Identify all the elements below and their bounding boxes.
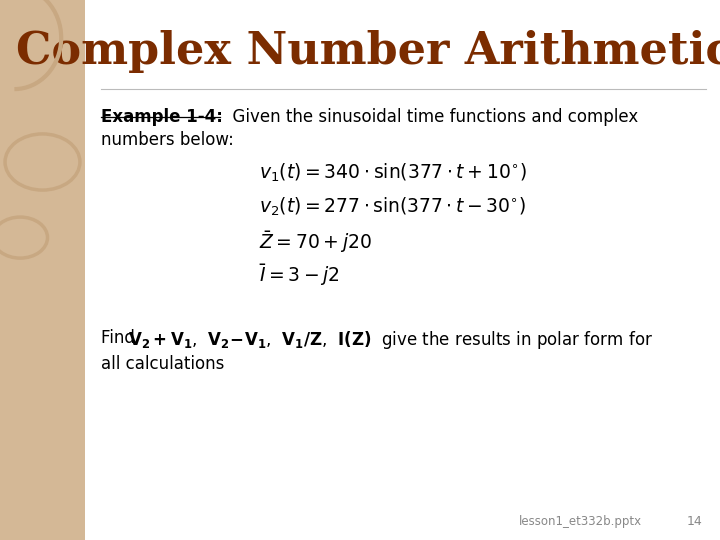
- Text: Example 1-4:: Example 1-4:: [101, 108, 222, 126]
- Text: $\bar{I} = 3 - j2$: $\bar{I} = 3 - j2$: [259, 262, 340, 288]
- Text: 14: 14: [686, 515, 702, 528]
- Text: Complex Number Arithmetic: Complex Number Arithmetic: [16, 30, 720, 73]
- Text: all calculations: all calculations: [101, 355, 224, 373]
- Text: numbers below:: numbers below:: [101, 131, 234, 149]
- Text: lesson1_et332b.pptx: lesson1_et332b.pptx: [518, 515, 642, 528]
- Text: $v_2(t) = 277 \cdot \sin(377 \cdot t - 30^{\circ})$: $v_2(t) = 277 \cdot \sin(377 \cdot t - 3…: [259, 195, 526, 218]
- Text: Find: Find: [101, 329, 140, 347]
- Text: $\bar{Z} = 70 + j20$: $\bar{Z} = 70 + j20$: [259, 229, 372, 255]
- Text: Given the sinusoidal time functions and complex: Given the sinusoidal time functions and …: [222, 108, 638, 126]
- Text: $\mathbf{V_2+V_1}$,  $\mathbf{V_2\!-\!V_1}$,  $\mathbf{V_1/Z}$,  $\mathbf{I(Z)}$: $\mathbf{V_2+V_1}$, $\mathbf{V_2\!-\!V_1…: [128, 329, 653, 352]
- Text: $v_1(t) = 340 \cdot \sin(377 \cdot t + 10^{\circ})$: $v_1(t) = 340 \cdot \sin(377 \cdot t + 1…: [259, 162, 527, 184]
